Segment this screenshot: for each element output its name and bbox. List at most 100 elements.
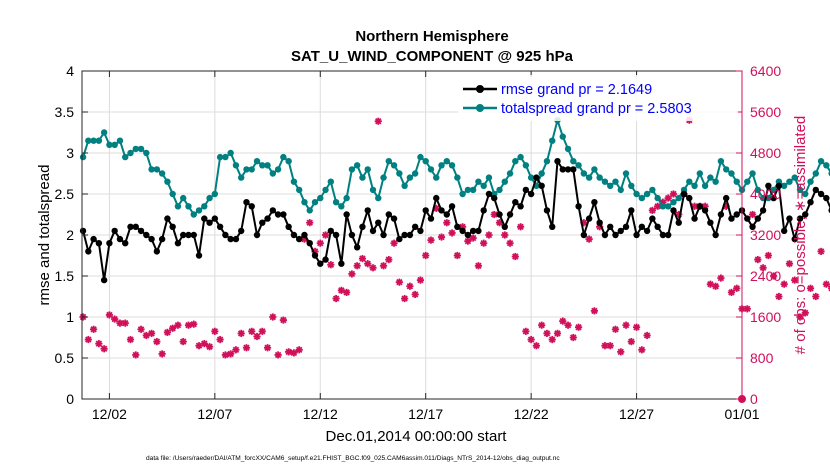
rmse-point <box>353 244 361 251</box>
footnote: data file: /Users/raeder/DAI/ATM_forcXX/… <box>146 455 560 462</box>
rmse-point <box>348 231 356 239</box>
rmse-point <box>427 215 435 222</box>
rmse-point <box>786 215 793 222</box>
rmse-point <box>601 231 609 239</box>
totalspread-point <box>211 190 219 198</box>
totalspread-point <box>770 186 777 194</box>
obs-point <box>253 332 261 341</box>
totalspread-point <box>116 137 124 144</box>
totalspread-point <box>190 211 197 218</box>
rmse-point <box>338 260 345 267</box>
rmse-point <box>290 231 298 239</box>
totalspread-point <box>543 158 551 165</box>
totalspread-point <box>438 162 445 169</box>
rmse-point <box>807 199 814 206</box>
rmse-point <box>670 207 677 214</box>
rmse-point <box>770 194 777 202</box>
obs-point <box>585 235 593 243</box>
totalspread-point <box>385 158 393 165</box>
rmse-point <box>317 260 324 267</box>
y-tick-label: 1 <box>66 309 74 325</box>
totalspread-point <box>90 137 97 144</box>
rmse-point <box>448 203 456 210</box>
totalspread-point <box>95 137 103 144</box>
obs-point <box>147 329 156 337</box>
obs-point <box>569 333 577 342</box>
rmse-point <box>243 199 250 206</box>
totalspread-point <box>79 153 87 161</box>
totalspread-point <box>564 145 572 153</box>
obs-point <box>748 210 757 219</box>
rmse-point <box>380 231 387 239</box>
totalspread-point <box>127 149 134 157</box>
obs-point <box>469 234 477 242</box>
totalspread-point <box>353 162 361 169</box>
y-tick-label: 1.5 <box>55 268 75 284</box>
totalspread-point <box>417 153 424 161</box>
totalspread-point <box>253 158 261 165</box>
totalspread-point <box>638 194 646 202</box>
rmse-point <box>501 223 508 230</box>
x-tick-label: 12/22 <box>514 406 549 422</box>
totalspread-point <box>396 170 403 177</box>
obs-point <box>332 294 340 303</box>
rmse-point <box>411 223 419 230</box>
rmse-point <box>222 231 229 239</box>
y-tick-label: 0 <box>66 391 74 407</box>
totalspread-point <box>132 145 139 153</box>
totalspread-point <box>269 170 277 177</box>
legend-label: totalspread grand pr = 2.5803 <box>501 101 692 117</box>
obs-point <box>364 260 372 268</box>
obs-point <box>627 338 635 346</box>
rmse-point <box>201 215 208 222</box>
totalspread-point <box>153 166 161 173</box>
rmse-point <box>238 227 245 235</box>
rmse-point <box>143 231 150 239</box>
totalspread-point <box>406 174 414 181</box>
rmse-point <box>506 211 514 218</box>
totalspread-point <box>174 203 182 210</box>
obs-point <box>232 346 240 354</box>
totalspread-point <box>722 166 730 173</box>
obs-point <box>100 345 108 353</box>
y2-tick-label: 3200 <box>750 227 781 243</box>
plot-area <box>79 116 830 403</box>
obs-point <box>290 349 298 357</box>
legend-swatch-marker <box>476 104 484 112</box>
obs-point <box>211 327 219 335</box>
rmse-point <box>311 252 319 259</box>
totalspread-point <box>295 186 303 194</box>
rmse-point <box>633 231 640 239</box>
totalspread-point <box>85 137 92 144</box>
rmse-point <box>396 235 403 243</box>
legend-box <box>458 75 738 121</box>
totalspread-point <box>643 190 651 198</box>
obs-point <box>169 324 177 332</box>
obs-point <box>379 262 388 270</box>
rmse-point <box>791 235 798 243</box>
totalspread-point <box>306 207 313 214</box>
axes: 12/02 12/07 12/12 12/17 12/22 12/27 01/0100.51… <box>55 63 782 422</box>
totalspread-point <box>527 174 535 181</box>
totalspread-point <box>201 203 208 210</box>
rmse-point <box>359 223 366 230</box>
totalspread-point <box>122 153 129 161</box>
y2-tick-label: 2400 <box>750 268 781 284</box>
rmse-point <box>433 194 440 202</box>
totalspread-point <box>401 182 408 189</box>
rmse-point <box>364 207 371 214</box>
rmse-point <box>765 182 772 189</box>
totalspread-point <box>327 178 335 185</box>
rmse-point <box>712 231 719 239</box>
obs-point <box>105 311 114 319</box>
obs-point <box>812 292 820 301</box>
obs-point <box>733 284 741 292</box>
rmse-point <box>680 190 688 198</box>
totalspread-point <box>206 194 213 202</box>
rmse-point <box>248 203 255 210</box>
totalspread-point <box>796 186 804 194</box>
totalspread-point <box>148 166 155 173</box>
rmse-point <box>696 203 704 210</box>
rmse-point <box>174 240 182 247</box>
obs-point <box>89 325 98 333</box>
